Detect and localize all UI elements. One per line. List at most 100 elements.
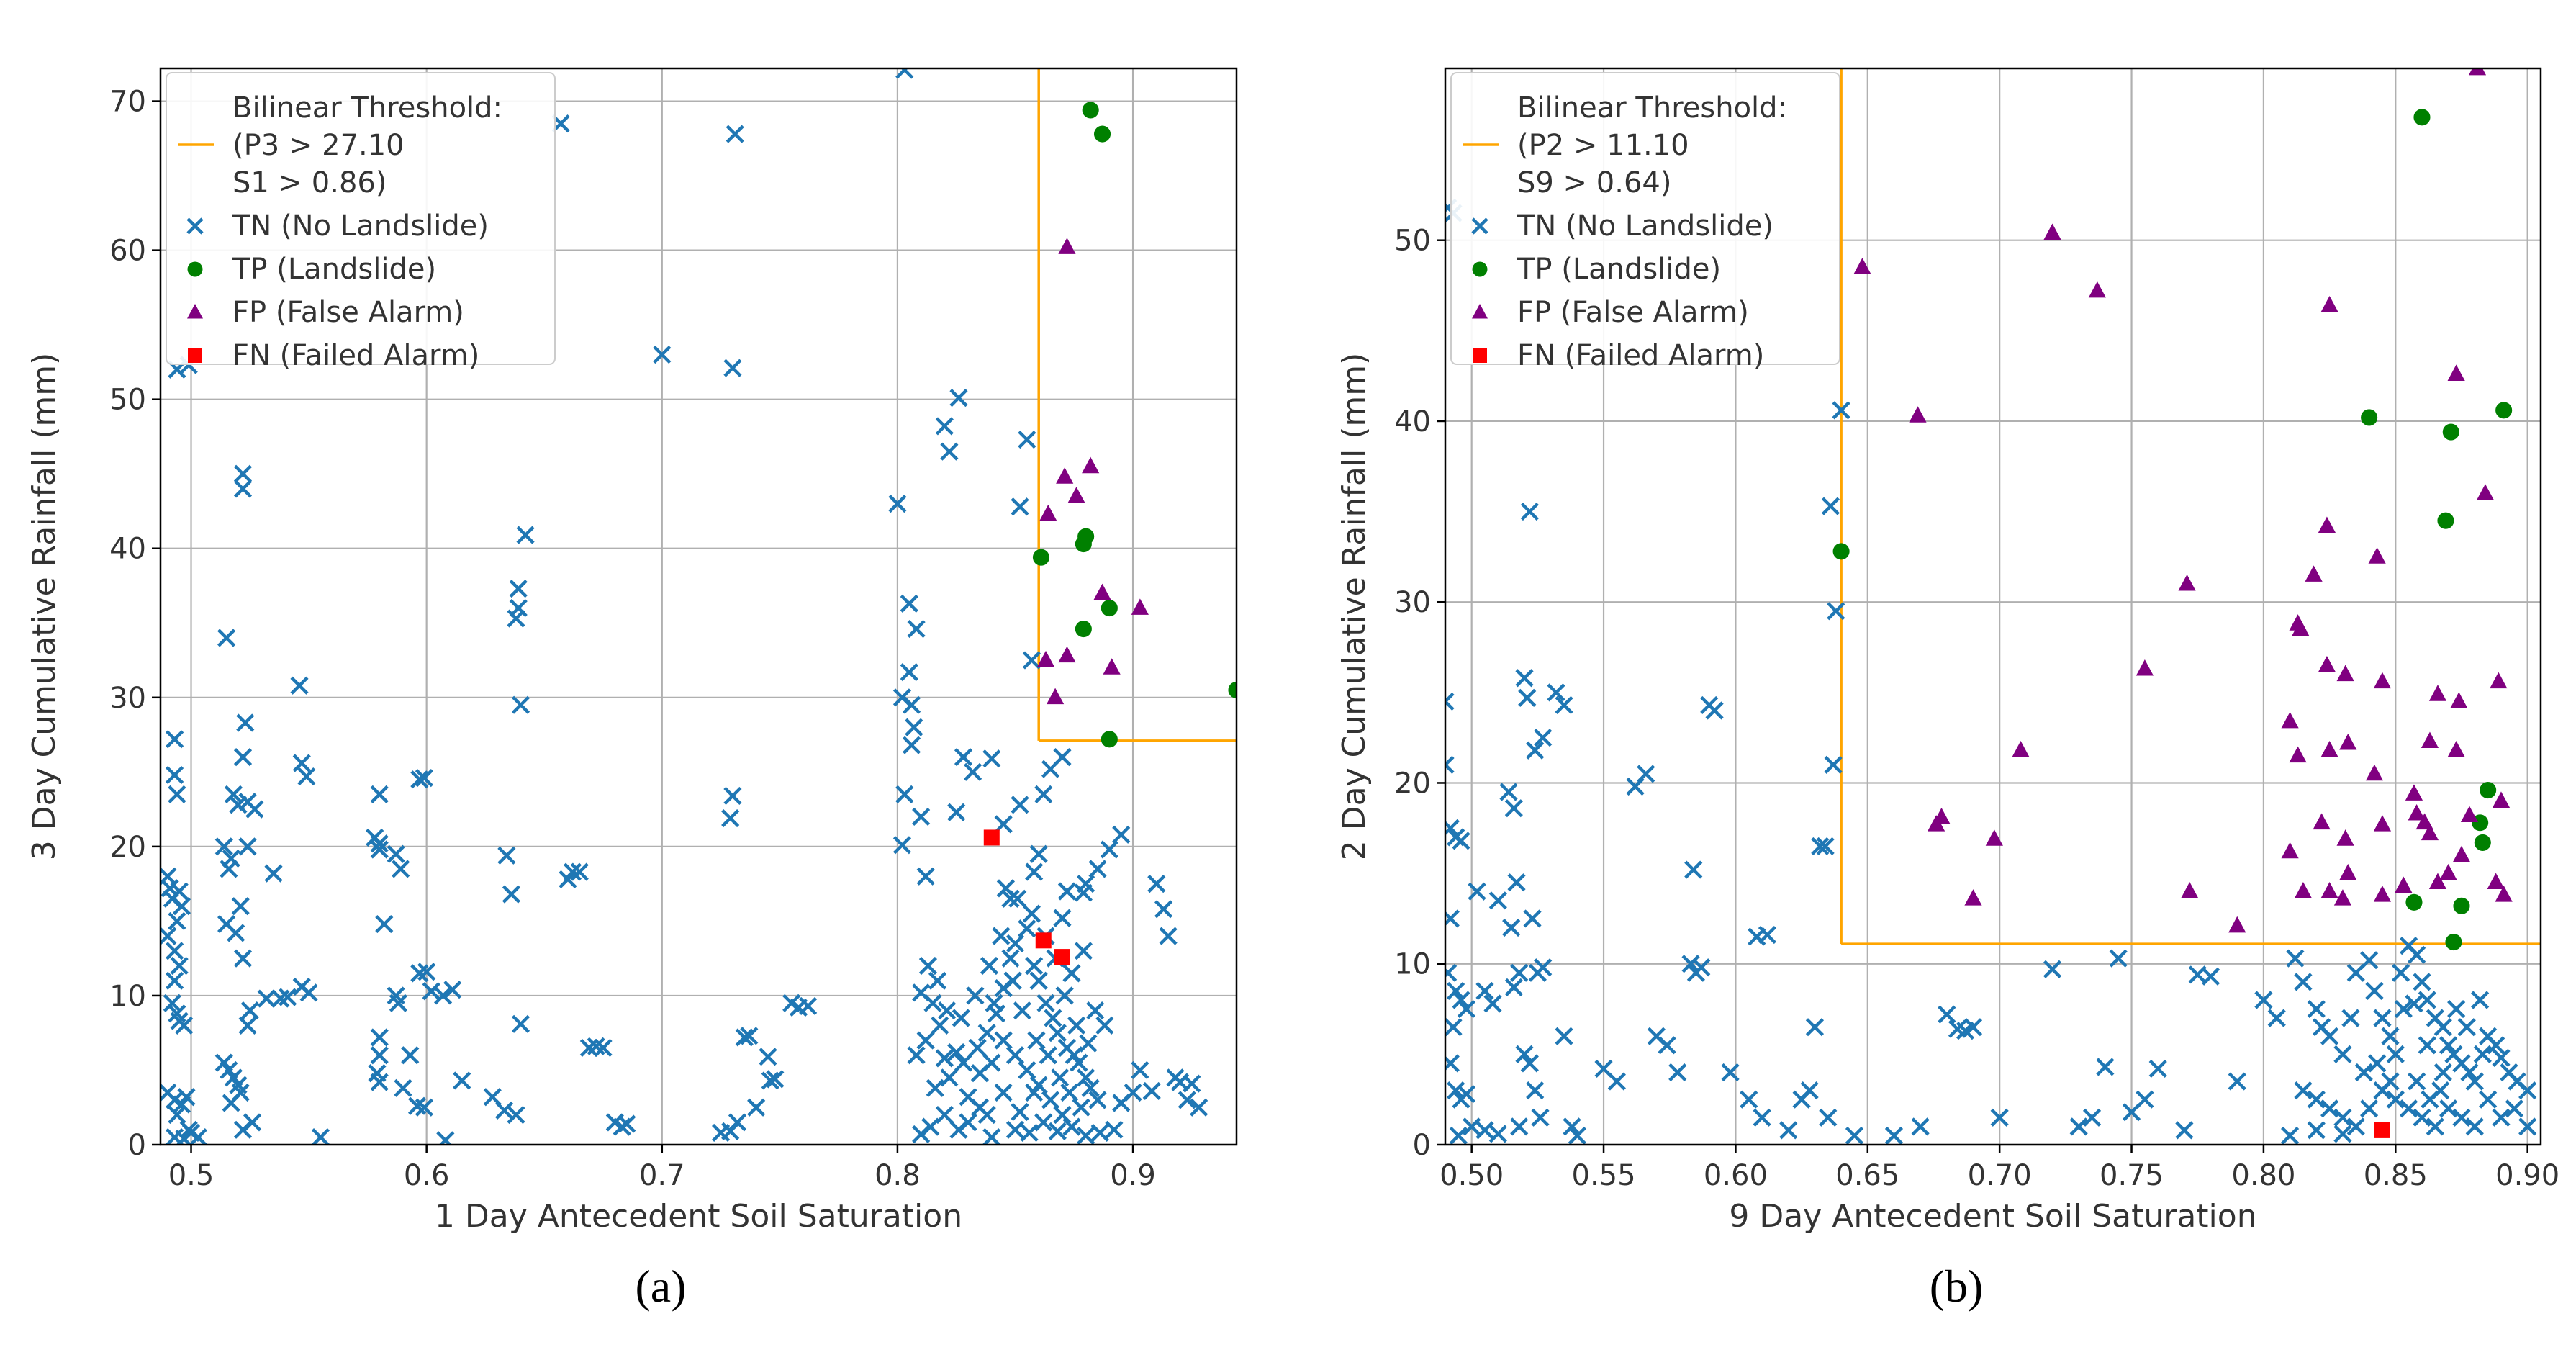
point-0-132-glyph xyxy=(900,594,918,613)
point-0-102 xyxy=(2307,999,2326,1019)
point-0-145 xyxy=(949,389,968,407)
point-1-4 xyxy=(1077,528,1095,545)
point-0-45 xyxy=(1555,695,1573,715)
point-0-150-glyph xyxy=(2280,1126,2300,1145)
point-0-138 xyxy=(902,736,921,754)
point-0-111-glyph xyxy=(594,1038,613,1058)
point-0-88-glyph xyxy=(2082,1108,2102,1127)
point-legend-tp xyxy=(1472,261,1488,277)
point-0-41-glyph xyxy=(1526,1081,1545,1100)
series-x xyxy=(1445,198,2537,1145)
point-0-155 xyxy=(1034,785,1053,803)
point-0-51-glyph xyxy=(233,748,253,767)
point-0-44-glyph xyxy=(1547,683,1565,702)
point-0-213-glyph xyxy=(1018,1060,1036,1080)
point-0-125-glyph xyxy=(2473,1045,2492,1063)
point-0-139-glyph xyxy=(2386,1090,2405,1109)
point-0-76 xyxy=(1827,602,1845,621)
point-0-79-glyph xyxy=(1884,1126,1904,1145)
point-0-161 xyxy=(2457,1018,2476,1037)
point-0-0 xyxy=(166,730,184,749)
point-0-66 xyxy=(1753,1108,1771,1127)
point-0-69 xyxy=(370,785,389,803)
point-3-2 xyxy=(1054,949,1070,965)
point-0-41-glyph xyxy=(233,949,253,968)
point-0-239-glyph xyxy=(1013,1001,1031,1020)
point-2-48 xyxy=(2487,873,2505,890)
point-0-98-glyph xyxy=(502,885,521,904)
axes-frame xyxy=(1444,67,2542,1146)
point-0-76-glyph xyxy=(1827,602,1845,621)
point-0-92-glyph xyxy=(2136,1090,2154,1109)
point-0-144 xyxy=(2452,1108,2471,1127)
point-0-43-glyph xyxy=(1510,1117,1529,1136)
x-axis-label: 1 Day Antecedent Soil Saturation xyxy=(435,1198,962,1235)
x-axis-label: 9 Day Antecedent Soil Saturation xyxy=(1729,1198,2256,1235)
point-0-139-glyph xyxy=(895,785,914,803)
point-2-40 xyxy=(1985,829,2003,846)
point-0-63 xyxy=(290,676,309,695)
point-0-73-glyph xyxy=(1819,1108,1838,1127)
point-0-55 xyxy=(1668,1063,1687,1082)
point-0-109-glyph xyxy=(2365,981,2384,1001)
point-0-188-glyph xyxy=(940,1068,959,1087)
point-2-0 xyxy=(1058,238,1076,254)
point-0-152-glyph xyxy=(1018,430,1036,449)
y-tick-label: 20 xyxy=(1394,767,1431,800)
point-0-238-glyph xyxy=(1003,971,1022,990)
point-0-127-glyph xyxy=(766,1070,785,1089)
point-0-90-glyph xyxy=(2109,949,2128,968)
y-tick-label: 40 xyxy=(109,533,146,566)
x-tick-label: 0.70 xyxy=(1968,1159,2032,1192)
point-0-252 xyxy=(980,956,999,976)
point-0-124 xyxy=(2465,1072,2484,1091)
point-0-76-glyph xyxy=(370,1073,389,1091)
legend-threshold-text-2: S1 > 0.86) xyxy=(232,166,387,199)
point-0-32-glyph xyxy=(217,629,236,647)
point-0-53-glyph xyxy=(245,800,264,819)
point-0-156 xyxy=(2394,999,2413,1019)
point-2-10 xyxy=(1047,688,1065,705)
point-2-52 xyxy=(1964,889,1982,906)
point-0-151-glyph xyxy=(1011,796,1029,814)
point-0-243 xyxy=(1060,1083,1079,1102)
point-0-258-glyph xyxy=(1086,1001,1105,1020)
point-0-100 xyxy=(2286,949,2305,968)
point-0-13-glyph xyxy=(163,994,181,1012)
point-1-5 xyxy=(2437,512,2454,529)
point-0-150 xyxy=(2280,1126,2300,1145)
point-0-183-glyph xyxy=(931,1016,949,1035)
point-0-97 xyxy=(2228,1072,2246,1091)
point-0-126-glyph xyxy=(761,1071,779,1090)
point-0-161 xyxy=(1025,862,1044,881)
point-0-180-glyph xyxy=(1105,1120,1124,1139)
point-0-160-glyph xyxy=(2447,999,2466,1019)
point-0-182-glyph xyxy=(923,994,942,1012)
point-legend-tn-glyph xyxy=(186,217,204,235)
legend-label-fp: FP (False Alarm) xyxy=(1517,296,1749,329)
point-0-202 xyxy=(1048,1024,1067,1042)
point-2-49 xyxy=(2495,886,2513,902)
point-1-6 xyxy=(2480,781,2497,799)
point-0-61-glyph xyxy=(1705,701,1724,720)
point-0-72 xyxy=(1816,837,1835,856)
point-0-111 xyxy=(2381,1027,2400,1045)
point-0-9 xyxy=(161,927,177,945)
point-0-58 xyxy=(233,1120,253,1139)
point-2-29 xyxy=(2405,784,2423,801)
point-0-254 xyxy=(952,1009,970,1027)
point-0-104-glyph xyxy=(511,1014,530,1033)
point-0-140 xyxy=(892,836,912,855)
point-0-142-glyph xyxy=(2426,1117,2444,1136)
point-0-62-glyph xyxy=(1721,1063,1740,1082)
point-0-210 xyxy=(1053,1105,1072,1125)
point-0-216-glyph xyxy=(982,1053,1001,1072)
point-0-26-glyph xyxy=(1504,799,1523,818)
point-0-97-glyph xyxy=(2228,1072,2246,1091)
point-0-7 xyxy=(1445,909,1460,928)
point-0-205 xyxy=(1070,1053,1088,1072)
point-0-62-glyph xyxy=(279,988,297,1006)
point-0-30-glyph xyxy=(1504,978,1523,996)
point-0-115-glyph xyxy=(2408,945,2426,964)
point-0-29-glyph xyxy=(1510,963,1529,982)
